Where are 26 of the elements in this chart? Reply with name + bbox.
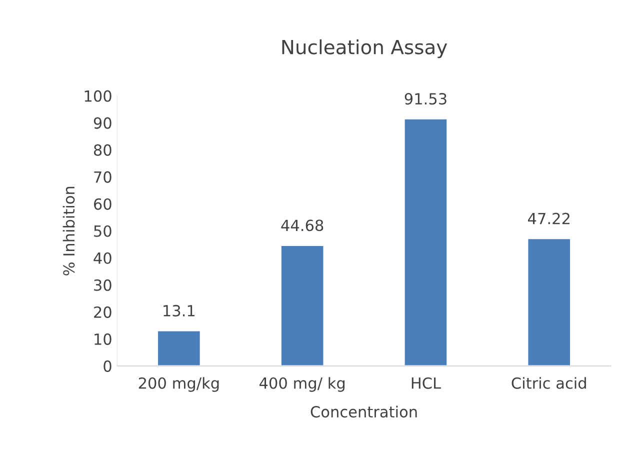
x-tick-label: 400 mg/ kg [260,377,345,392]
y-tick-label: 10 [94,333,112,345]
x-axis-title: Concentration [310,406,417,418]
data-label: 91.53 [404,93,446,105]
bar [156,330,202,366]
y-tick-label: 90 [94,117,112,129]
x-tick-label: 200 mg/kg [138,377,219,392]
x-tick-label: Citric acid [512,377,586,389]
data-label: 47.22 [528,212,570,224]
y-tick-label: 0 [104,360,112,372]
bar [403,118,448,366]
y-tick-label: 50 [94,225,112,237]
y-tick-label: 30 [94,279,112,291]
bar [280,244,325,366]
bar [526,238,572,366]
y-tick-label: 70 [94,171,112,183]
y-tick-label: 100 [84,90,112,102]
data-label: 13.1 [164,304,195,316]
y-tick-label: 20 [94,306,112,318]
y-tick-label: 60 [94,198,112,210]
x-tick-label: HCL [412,377,441,389]
data-label: 44.68 [281,220,324,232]
chart-title: Nucleation Assay [282,39,448,58]
y-tick-label: 80 [94,144,112,156]
y-axis-title: % Inhibition [62,186,75,276]
y-tick-label: 40 [94,252,112,264]
